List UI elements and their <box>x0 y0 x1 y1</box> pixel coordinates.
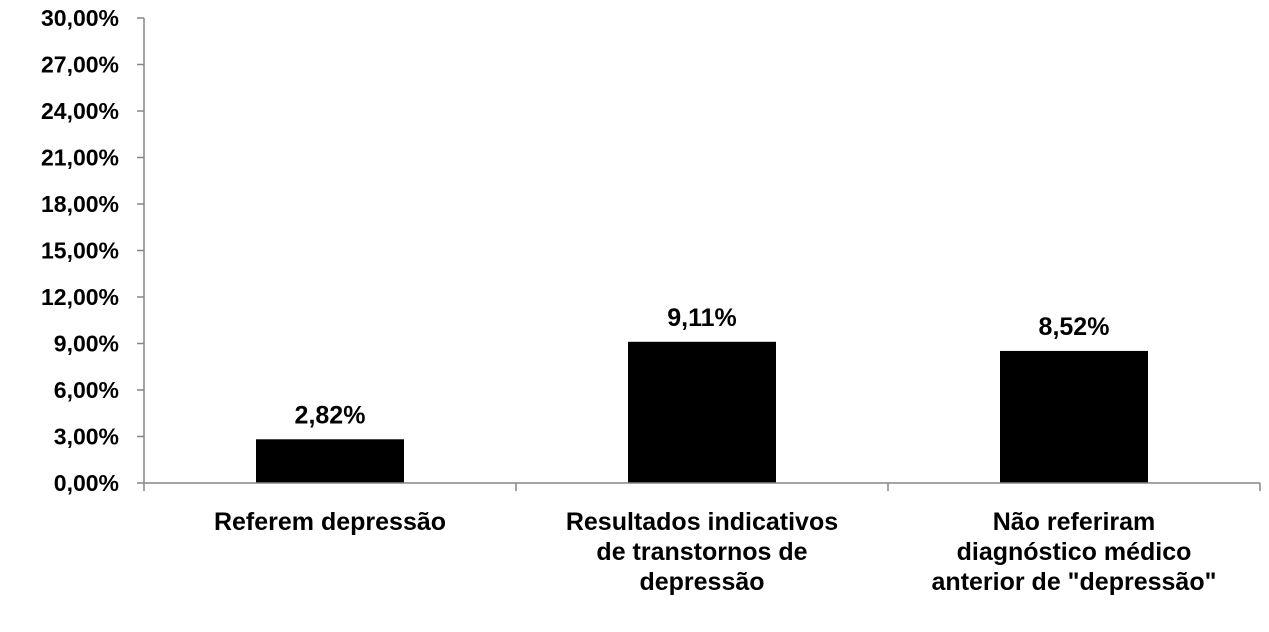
data-label: 9,11% <box>667 304 737 332</box>
bar <box>1000 350 1148 483</box>
x-axis-ticks <box>143 483 1261 491</box>
category-labels: Referem depressão Resultados indicativos d… <box>214 508 1216 596</box>
y-tick-label: 3,00% <box>54 424 119 450</box>
y-tick-label: 12,00% <box>41 284 119 310</box>
bar <box>256 439 404 483</box>
y-tick-label: 24,00% <box>41 98 119 124</box>
y-tick-label: 21,00% <box>41 145 119 171</box>
category-label: Referem depressão <box>214 508 446 536</box>
y-tick-label: 6,00% <box>54 377 119 403</box>
bars <box>256 341 1148 483</box>
category-label: Resultados indicativos de transtornos de d… <box>566 508 838 596</box>
data-labels: 2,82% 9,11% 8,52% <box>295 304 1110 429</box>
bar <box>628 341 776 483</box>
y-tick-label: 18,00% <box>41 191 119 217</box>
data-label: 8,52% <box>1039 313 1110 341</box>
y-tick-label: 27,00% <box>41 52 119 78</box>
y-tick-label: 9,00% <box>54 331 119 357</box>
y-tick-label: 30,00% <box>41 5 119 31</box>
data-label: 2,82% <box>295 401 366 429</box>
category-label: Não referiram diagnóstico médico anterior … <box>932 508 1217 596</box>
y-axis-ticks: 0,00% 3,00% 6,00% 9,00% 12,00% 15,00% 18,00% 21… <box>41 5 144 496</box>
y-tick-label: 0,00% <box>54 470 119 496</box>
y-tick-label: 15,00% <box>41 238 119 264</box>
